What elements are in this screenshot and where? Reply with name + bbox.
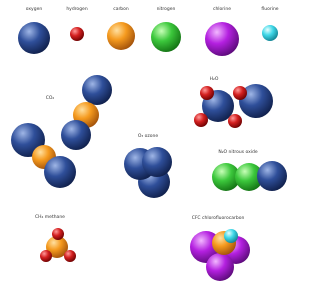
molecule-label: O₃ ozone bbox=[138, 133, 158, 139]
atom bbox=[200, 86, 214, 100]
atom bbox=[257, 161, 287, 191]
atom bbox=[44, 156, 76, 188]
atom bbox=[64, 250, 76, 262]
atom bbox=[70, 27, 84, 41]
legend-label: carbon bbox=[113, 6, 129, 12]
molecule-label: CFC chlorofluorocarbon bbox=[192, 215, 245, 221]
h2o: H₂O bbox=[194, 76, 273, 128]
n2o: N₂O nitrous oxide bbox=[212, 149, 287, 191]
atom bbox=[61, 120, 91, 150]
legend-label: nitrogen bbox=[157, 6, 176, 12]
ch4: CH₄ methane bbox=[35, 214, 76, 262]
atom bbox=[233, 86, 247, 100]
legend-label: hydrogen bbox=[66, 6, 88, 12]
legend: oxygen hydrogen carbon nitrogen chlorine… bbox=[18, 6, 279, 56]
legend-label: fluorine bbox=[261, 6, 278, 12]
molecule-label: CO₂ bbox=[46, 95, 55, 101]
atom bbox=[194, 113, 208, 127]
atom bbox=[205, 22, 239, 56]
molecule-diagram: oxygen hydrogen carbon nitrogen chlorine… bbox=[0, 0, 292, 291]
atom bbox=[224, 229, 238, 243]
atom bbox=[142, 147, 172, 177]
molecule-label: H₂O bbox=[210, 76, 219, 82]
atom bbox=[206, 253, 234, 281]
atom bbox=[151, 22, 181, 52]
legend-label: chlorine bbox=[213, 6, 231, 12]
o3: O₃ ozone bbox=[124, 133, 172, 198]
atom bbox=[262, 25, 278, 41]
cfc: CFC chlorofluorocarbon bbox=[190, 215, 250, 281]
atom bbox=[18, 22, 50, 54]
atom bbox=[228, 114, 242, 128]
atom bbox=[82, 75, 112, 105]
atom bbox=[52, 228, 64, 240]
molecule-label: CH₄ methane bbox=[35, 214, 65, 220]
atom bbox=[107, 22, 135, 50]
legend-label: oxygen bbox=[26, 7, 43, 12]
atom bbox=[40, 250, 52, 262]
molecule-label: N₂O nitrous oxide bbox=[218, 149, 258, 155]
co2: CO₂ bbox=[11, 75, 112, 188]
